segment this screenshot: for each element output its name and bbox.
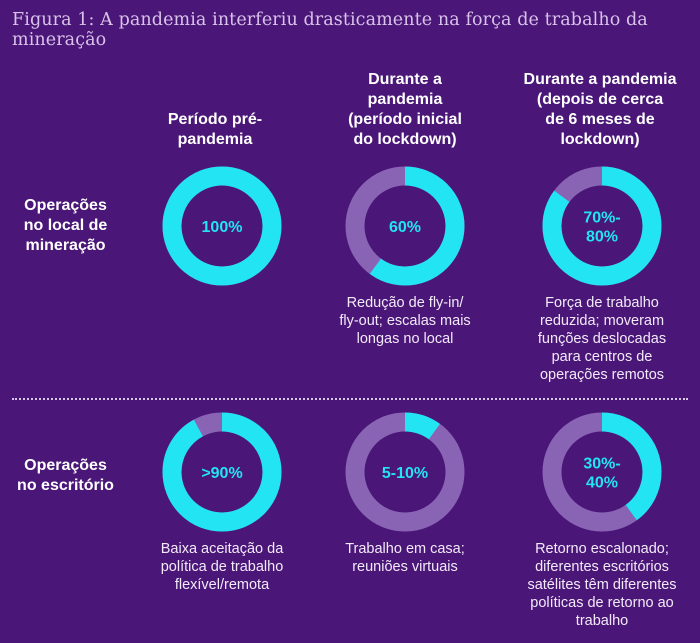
donut-value-arc (162, 412, 282, 532)
cell-caption-line: Redução de fly-in/ (346, 294, 464, 311)
cell-caption-line: reuniões virtuais (352, 558, 458, 575)
cell-caption-line: operações remotos (539, 366, 665, 383)
row-header-line: mineração (25, 237, 106, 254)
donut-chart: 5-10% (345, 412, 465, 532)
donut-chart: 70%- 80% (542, 166, 662, 286)
donut-percent-label: 100% (202, 219, 243, 236)
cell-caption-line: para centros de (551, 348, 653, 365)
cell-caption-line: satélites têm diferentes (527, 576, 677, 593)
column-header-line: pandemia (177, 131, 253, 148)
donut-percent-label: 80% (586, 229, 618, 246)
donut-chart: 100% (162, 166, 282, 286)
donut-value-arc (162, 166, 282, 286)
donut-percent-label: 30%- (583, 456, 620, 473)
cell-caption: Baixa aceitação da política de trabalho fl… (137, 540, 307, 594)
column-header-line: de 6 meses de (545, 111, 655, 128)
cell-caption-line: fly-out; escalas mais (339, 312, 471, 329)
cell-caption-line: flexível/remota (174, 576, 270, 593)
donut-value-arc (542, 166, 662, 286)
column-header-line: Durante a pandemia (523, 71, 677, 88)
cell-caption-line: longas no local (356, 330, 454, 347)
cell-caption: Retorno escalonado; diferentes escritório… (507, 540, 697, 630)
column-header-line: Período pré- (167, 111, 263, 128)
cell-caption-line: políticas de retorno ao (530, 594, 674, 611)
cell-caption-line: trabalho (575, 612, 629, 629)
cell-caption: Força de trabalho reduzida; moveram funçõe… (507, 294, 697, 384)
row-header-line: Operações (24, 197, 107, 214)
cell-caption-line: Baixa aceitação da (160, 540, 284, 557)
donut-value-arc (345, 412, 465, 532)
column-header-line: pandemia (367, 91, 443, 108)
row-header-office: Operações no escritório (8, 456, 123, 496)
row-divider (12, 398, 688, 400)
cell-caption-line: Força de trabalho (545, 294, 659, 311)
column-header-line: do lockdown) (353, 131, 457, 148)
donut-percent-label: 60% (389, 219, 421, 236)
column-header-after-six-months: Durante a pandemia (depois de cerca de 6… (500, 70, 700, 150)
donut-percent-label: 40% (586, 475, 618, 492)
cell-caption-line: política de trabalho (160, 558, 284, 575)
column-header-line: lockdown) (560, 131, 640, 148)
cell-caption-line: Retorno escalonado; (535, 540, 669, 557)
row-header-line: no local de (23, 217, 108, 234)
column-header-pre-pandemic: Período pré- pandemia (140, 110, 290, 150)
cell-caption-line: diferentes escritórios (535, 558, 669, 575)
cell-caption: Redução de fly-in/fly-out; escalas mais l… (320, 294, 490, 348)
cell-caption-line: Trabalho em casa; (345, 540, 465, 557)
donut-chart: 30%- 40% (542, 412, 662, 532)
column-header-line: Durante a (368, 71, 442, 88)
cell-caption-line: reduzida; moveram (539, 312, 665, 329)
donut-value-arc (345, 166, 465, 286)
cell-caption: Trabalho em casa; reuniões virtuais (320, 540, 490, 576)
row-header-line: Operações (24, 457, 107, 474)
donut-chart: 60% (345, 166, 465, 286)
donut-chart: >90% (162, 412, 282, 532)
row-header-line: no escritório (17, 477, 114, 494)
column-header-initial-lockdown: Durante a pandemia (período inicial do l… (325, 70, 485, 150)
figure-title: Figura 1: A pandemia interferiu drastica… (12, 10, 648, 50)
column-header-line: (período inicial (348, 111, 462, 128)
donut-percent-label: 70%- (583, 210, 620, 227)
row-header-mining-site: Operações no local de mineração (8, 196, 123, 256)
cell-caption-line: funções deslocadas (537, 330, 667, 347)
donut-percent-label: 5-10% (382, 465, 428, 482)
donut-value-arc (542, 412, 662, 532)
column-header-line: (depois de cerca (536, 91, 664, 108)
donut-percent-label: >90% (201, 465, 242, 482)
